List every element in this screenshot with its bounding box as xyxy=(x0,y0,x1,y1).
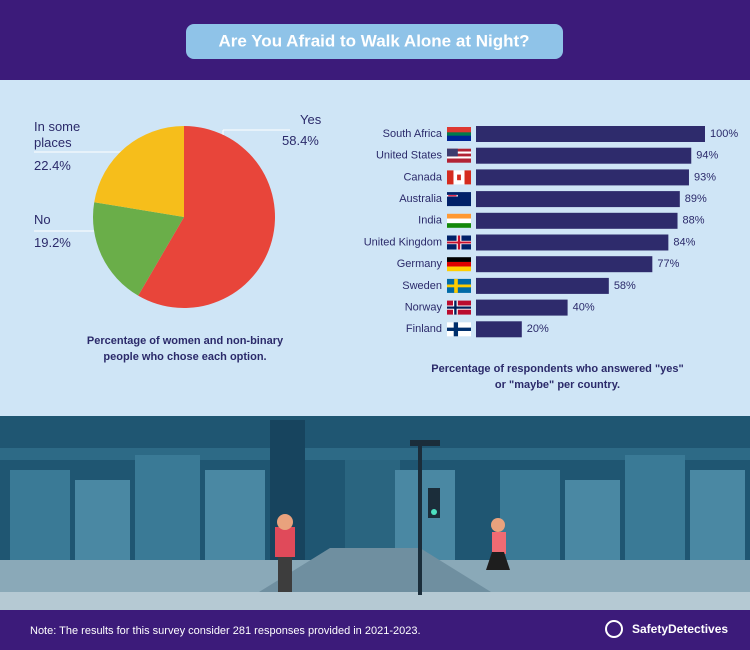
flag-part xyxy=(464,170,471,185)
flag-part xyxy=(447,148,458,157)
value-label: 94% xyxy=(696,150,718,162)
brand: SafetyDetectives xyxy=(632,622,728,636)
flag-part xyxy=(447,134,471,141)
city-scene xyxy=(0,416,750,610)
title: Are You Afraid to Walk Alone at Night? xyxy=(218,31,529,50)
flag xyxy=(447,192,471,207)
flag-part xyxy=(457,235,461,250)
bar xyxy=(476,169,689,186)
category-label: Germany xyxy=(397,258,443,270)
pie-slice xyxy=(94,126,184,217)
flag xyxy=(447,322,471,337)
value-label: 40% xyxy=(573,302,595,314)
value-label: 77% xyxy=(657,258,679,270)
flag-part xyxy=(447,170,454,185)
flag-part xyxy=(447,266,471,272)
bar xyxy=(476,277,609,294)
flag-part xyxy=(457,174,461,181)
flag-part xyxy=(454,278,458,293)
flag-part xyxy=(447,327,471,331)
flag-part xyxy=(447,284,471,288)
flag-part xyxy=(447,156,471,159)
value-label: 58.4% xyxy=(282,133,319,148)
legend-label: Yes xyxy=(300,112,322,127)
bar xyxy=(476,321,522,338)
flag xyxy=(447,278,471,293)
category-label: India xyxy=(418,215,443,227)
category-label: South Africa xyxy=(383,128,443,140)
value-label: 58% xyxy=(614,280,636,292)
flag xyxy=(447,213,471,228)
bar xyxy=(476,191,680,208)
title-pill xyxy=(186,24,563,59)
pie-slice xyxy=(92,202,184,296)
flag-part xyxy=(447,223,471,228)
flag-part xyxy=(453,322,459,337)
category-label: Norway xyxy=(405,302,443,314)
value-label: 88% xyxy=(683,215,705,227)
flag xyxy=(447,170,471,185)
flag xyxy=(447,127,471,141)
value-label: 19.2% xyxy=(34,235,71,250)
bar xyxy=(476,126,705,142)
flag xyxy=(447,235,471,250)
flag-part xyxy=(447,132,471,136)
bar xyxy=(476,234,669,251)
pie-slice xyxy=(138,126,275,308)
flag-part xyxy=(447,218,471,224)
value-label: 100% xyxy=(710,128,738,140)
bar xyxy=(476,256,653,273)
bar xyxy=(476,299,568,316)
bar xyxy=(476,147,692,164)
flag-part xyxy=(447,257,471,262)
category-label: United States xyxy=(376,150,443,162)
flag-part xyxy=(447,151,471,154)
flag xyxy=(447,300,471,315)
footer-band xyxy=(0,610,750,650)
pie-caption: Percentage of women and non-binary peopl… xyxy=(86,335,284,363)
value-label: 84% xyxy=(673,236,695,248)
category-label: United Kingdom xyxy=(364,236,442,248)
bar xyxy=(476,212,678,229)
flag-part xyxy=(447,127,471,134)
flag-part xyxy=(447,261,471,267)
category-label: Sweden xyxy=(402,280,442,292)
value-label: 20% xyxy=(527,323,549,335)
category-label: Finland xyxy=(406,323,442,335)
value-label: 93% xyxy=(694,171,716,183)
flag-part xyxy=(454,300,457,315)
note: Note: The results for this survey consid… xyxy=(30,625,421,637)
category-label: Canada xyxy=(403,171,442,183)
flag xyxy=(447,257,471,272)
bar-caption: Percentage of respondents who answered "… xyxy=(431,363,684,391)
brand-icon xyxy=(605,620,623,638)
category-label: Australia xyxy=(399,193,443,205)
value-label: 89% xyxy=(685,193,707,205)
value-label: 22.4% xyxy=(34,158,71,173)
legend-label: In some places xyxy=(34,119,81,150)
flag-part xyxy=(447,213,471,219)
flag xyxy=(447,148,471,163)
legend-label: No xyxy=(34,212,51,227)
flag-part xyxy=(447,192,471,207)
flag-part xyxy=(447,306,471,309)
flag-part xyxy=(448,195,457,197)
